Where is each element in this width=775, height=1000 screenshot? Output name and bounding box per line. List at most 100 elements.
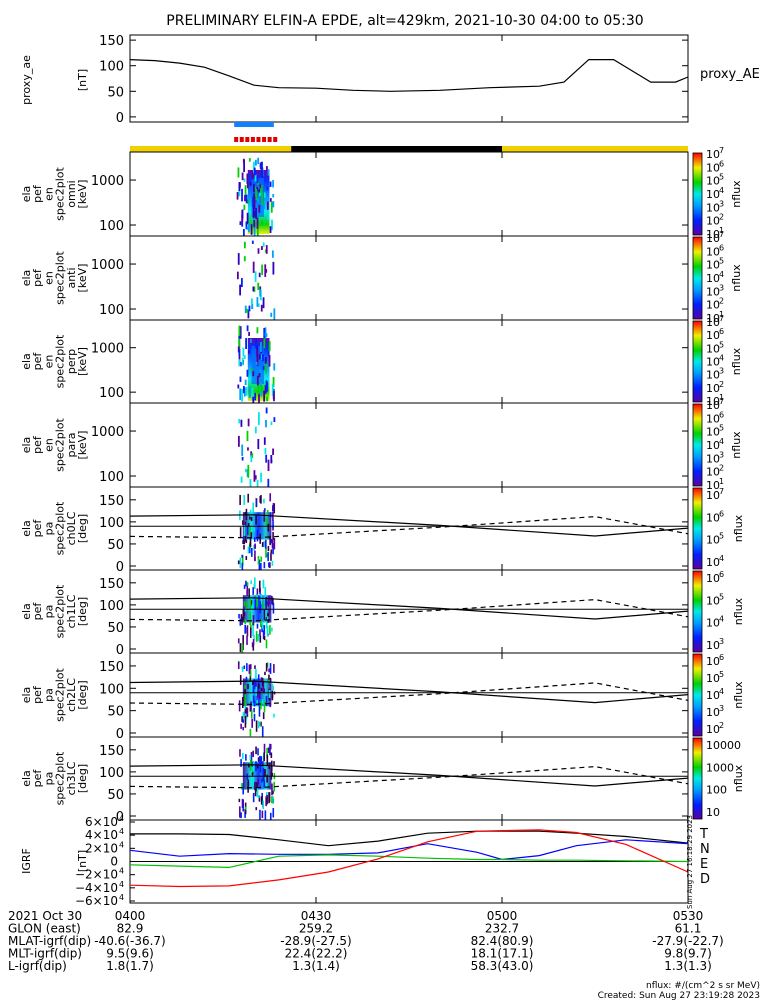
spectrogram-pixel (242, 347, 245, 357)
colorbar (692, 236, 703, 320)
pitch-pixel (269, 812, 272, 820)
colorbar-exp: 5 (719, 424, 724, 433)
spectrogram-pixel (266, 186, 269, 191)
pitch-pixel (271, 772, 273, 777)
spectrogram-pixel (261, 167, 263, 178)
spectrogram-pixel (263, 390, 266, 402)
pitch-pixel (244, 535, 247, 542)
spectrogram-pixel (256, 187, 259, 192)
energy-spectrogram-0 (236, 157, 275, 236)
proxy-ae-frame (129, 34, 689, 123)
y-tick-label: 2×10 (85, 841, 118, 855)
colorbar-label: nflux (732, 681, 745, 709)
footer-value: 82.4(80.9) (471, 934, 534, 948)
pitch-pixel (272, 796, 274, 804)
pitch-pixel (252, 750, 254, 758)
pitch-pixel (245, 754, 247, 761)
pitch-pixel (242, 783, 245, 795)
spectrogram-pixel (271, 250, 274, 258)
footer-row-label: GLON (east) (8, 922, 81, 936)
pitch-pixel (270, 552, 272, 561)
pitch-pixel (252, 680, 254, 686)
footer-value: 0530 (673, 909, 704, 923)
pitch-pixel (267, 523, 270, 532)
pitch-pixel (241, 554, 244, 558)
pitch-pixel (248, 664, 251, 674)
spectrogram-pixel (252, 205, 255, 219)
igrf-legend-D: D (700, 872, 710, 887)
spectrogram-pixel (254, 186, 257, 190)
pitch-pixel (270, 549, 273, 554)
pitch-pixel (265, 796, 267, 807)
pitch-pixel (272, 597, 274, 606)
pitch-pixel (244, 694, 247, 706)
spectrogram-pixel (261, 161, 263, 170)
pitch-pixel (260, 701, 262, 710)
colorbar-tick: 100 (706, 784, 727, 797)
spectrogram-pixel (247, 464, 250, 478)
spectrogram-pixel (261, 192, 264, 205)
spectrogram-pixel (256, 349, 259, 362)
pitch-pixel (250, 709, 253, 719)
pitch-pixel (265, 663, 268, 672)
spectrogram-pixel (252, 286, 255, 292)
colorbar-exp: 3 (719, 283, 724, 292)
colorbar-label: nflux (730, 347, 743, 375)
pitch-pixel (267, 545, 270, 552)
pitch-pixel (237, 560, 240, 565)
spectrogram-pixel (253, 193, 255, 198)
spectrogram-pixel (246, 182, 249, 189)
colorbar-label: nflux (732, 597, 745, 625)
spectrogram-pixel (241, 444, 244, 456)
spectrogram-pixel (236, 271, 239, 280)
pitch-pixel (254, 787, 257, 797)
energy-ylabel-2-line-2: en (42, 355, 55, 369)
pitch-pixel (266, 774, 268, 783)
pitch-pixel (259, 533, 262, 544)
pitch-pixel (246, 526, 249, 536)
igrf-line-E (129, 854, 689, 869)
pitch-pixel (256, 782, 258, 792)
pitch-pixel (261, 542, 264, 548)
spectrogram-pixel (262, 242, 265, 247)
spectrogram-pixel (242, 386, 245, 394)
status-segment (291, 146, 502, 152)
pitch-pixel (268, 674, 270, 680)
spectrogram-pixel (268, 355, 271, 367)
spectrogram-pixel (247, 309, 250, 319)
spectrogram-pixel (237, 167, 240, 178)
colorbar-exp: 5 (719, 340, 724, 349)
pitch-pixel (265, 597, 267, 606)
pitch-pixel (242, 711, 245, 722)
pitch-ylabel-3-line-1: pef (31, 769, 44, 788)
energy-ylabel-0-line-3: spec2plot (54, 167, 67, 221)
pitch-pixel (258, 795, 261, 802)
pitch-pixel (249, 536, 252, 547)
y-tick-label: 0 (116, 643, 124, 658)
colorbar-tick: 10 (706, 479, 720, 492)
colorbar-tick: 10 (706, 285, 720, 298)
pitch-pixel (267, 747, 270, 751)
pitch-pixel (272, 790, 274, 795)
y-tick-exp: 4 (119, 827, 124, 836)
pitch-pixel (268, 595, 270, 605)
loss-cone-line (129, 597, 689, 620)
spectrogram-pixel (238, 182, 241, 189)
pitch-pixel (252, 760, 255, 771)
pitch-pixel (243, 525, 246, 537)
y-tick-label: 100 (99, 682, 124, 697)
spectrogram-pixel (265, 360, 267, 374)
footer-value: 259.2 (299, 922, 333, 936)
spectrogram-pixel (239, 284, 242, 296)
colorbar-exp: 4 (719, 270, 724, 279)
pitch-pixel (238, 613, 240, 619)
anti-loss-cone-line (129, 682, 689, 706)
colorbar-tick: 10 (706, 489, 720, 502)
colorbar-exp: 5 (719, 173, 724, 182)
colorbar-exp: 4 (719, 186, 724, 195)
energy-panel-frame-0 (129, 151, 689, 237)
pitch-pixel (256, 598, 259, 607)
spectrogram-pixel (244, 185, 247, 195)
pitch-ylabel-0-line-5: [deg] (76, 514, 89, 543)
pitch-pixel (243, 584, 246, 589)
